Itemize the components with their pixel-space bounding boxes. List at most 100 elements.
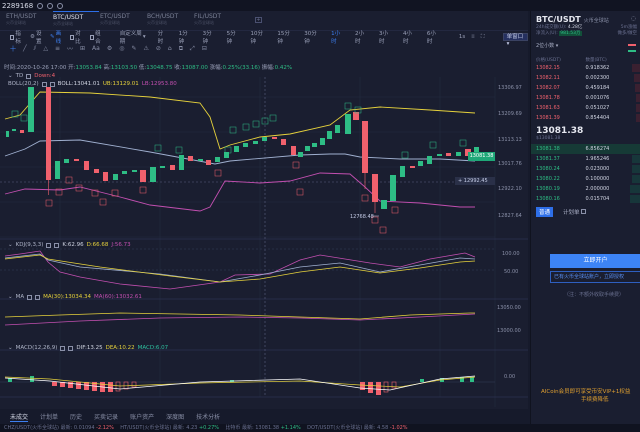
tab-btc-usdt[interactable]: BTC/USDT 火币全球站 — [53, 11, 99, 27]
settings-button[interactable]: ⚙ 设置 — [30, 31, 42, 45]
tab-trade-records[interactable]: 买卖记录 — [94, 414, 119, 421]
ma-close-icon[interactable] — [35, 294, 41, 300]
boll-settings-icon[interactable] — [41, 81, 47, 87]
lock-tool-icon[interactable]: ⌂ — [167, 45, 172, 52]
wave-tool-icon[interactable]: 〰 — [66, 46, 73, 53]
settings-circle-icon[interactable] — [47, 2, 54, 9]
tab-plan-orders[interactable]: 计划单 — [40, 414, 59, 421]
candlestick-chart[interactable]: 12768.48 — [0, 77, 528, 408]
collapse-chevron-icon[interactable]: ⌄ — [8, 345, 13, 351]
collapse-chevron-icon[interactable]: ⌄ — [8, 294, 13, 300]
delete-tool-icon[interactable]: ⊟ — [201, 45, 207, 52]
depth-view-icon[interactable] — [628, 42, 636, 54]
price-axis-label: 13306.97 — [498, 85, 522, 91]
ask-row[interactable]: 13081.39 0.854404 — [531, 113, 640, 123]
ask-row[interactable]: 13081.78 0.001076 — [531, 93, 640, 103]
last-price: 13081.38 $13081.38 — [536, 126, 584, 141]
ma-settings-icon[interactable] — [27, 294, 33, 300]
parallel-tool-icon[interactable]: ⫽ — [33, 44, 37, 52]
bid-row[interactable]: 13080.22 0.100000 — [531, 174, 640, 184]
tab-history[interactable]: 历史 — [70, 414, 83, 421]
collapse-chevron-icon[interactable]: ⌄ — [8, 73, 13, 79]
period-4h[interactable]: 4小时 — [402, 31, 412, 45]
kdj-settings-icon[interactable] — [46, 242, 52, 248]
refresh-circle-icon[interactable] — [57, 2, 64, 9]
bid-row[interactable]: 13080.16 0.015704 — [531, 194, 640, 204]
tab-plan-order[interactable]: 计划单 — [563, 208, 587, 216]
tab-depth-chart[interactable]: 深度图 — [166, 414, 185, 421]
current-price-tag: 13081.38 — [468, 152, 495, 161]
tab-eth-usdt[interactable]: ETH/USDT 火币全球站 — [6, 13, 37, 26]
macd-settings-icon[interactable] — [60, 345, 66, 351]
period-30m[interactable]: 30分钟 — [304, 31, 317, 45]
brush-tool-icon[interactable]: ✎ — [131, 45, 137, 52]
tab-open-orders[interactable]: 未成交 — [10, 413, 29, 422]
chart-toolbar: 指标 ⚙ 设置 ✎ 画线 对比 组合 自定义周期 ▾ 分时 1分钟 3分钟 5分钟 1… — [0, 29, 528, 47]
tab-etc-usdt[interactable]: ETC/USDT 火币全球站 — [100, 13, 130, 26]
fullscreen-icon[interactable]: ⛶ — [480, 33, 485, 40]
top-status-bar: 2289168 — [0, 0, 640, 11]
ask-row[interactable]: 13082.07 0.459184 — [531, 83, 640, 93]
ask-row[interactable]: 13082.11 0.002300 — [531, 73, 640, 83]
minus-circle-icon[interactable] — [37, 2, 44, 9]
boll-close-icon[interactable] — [49, 81, 55, 87]
fib-tool-icon[interactable]: ≡ — [54, 45, 60, 52]
bid-row[interactable]: 13080.24 0.023000 — [531, 164, 640, 174]
order-book-panel: BTC/USDT 火币全球站 ◌ 24h成交额(U): 4.28亿 5m涨幅 净流… — [530, 11, 640, 424]
tab-fil-usdt[interactable]: FIL/USDT 火币全球站 — [194, 13, 222, 26]
rect-tool-icon[interactable]: ⊞ — [80, 45, 86, 52]
period-3m[interactable]: 3分钟 — [202, 31, 212, 45]
tab-account-assets[interactable]: 账户资产 — [130, 414, 155, 421]
hide-tool-icon[interactable]: ⊘ — [155, 45, 161, 52]
macd-close-icon[interactable] — [68, 345, 74, 351]
period-2h[interactable]: 2小时 — [355, 31, 365, 45]
ask-row[interactable]: 13082.15 0.918362 — [531, 63, 640, 73]
kdj-close-icon[interactable] — [54, 242, 60, 248]
text-tool-icon[interactable]: Aa — [92, 45, 100, 52]
tab-technical-analysis[interactable]: 技术分析 — [196, 414, 221, 421]
tab-bch-usdt[interactable]: BCH/USDT 火币全球站 — [147, 13, 179, 26]
period-10m[interactable]: 10分钟 — [250, 31, 264, 45]
chart-area: ETH/USDT 火币全球站 BTC/USDT 火币全球站 ETC/USDT 火币全球… — [0, 11, 528, 417]
copy-tool-icon[interactable]: ⧉ — [178, 44, 184, 52]
expand-tool-icon[interactable]: ⤢ — [190, 44, 195, 52]
period-1h[interactable]: 1小时 — [331, 31, 341, 45]
period-3h[interactable]: 3小时 — [378, 31, 388, 45]
interval-button[interactable]: 1s — [458, 34, 466, 40]
order-book-header: 价格(USDT) 数量(BTC) — [536, 58, 607, 63]
triangle-tool-icon[interactable]: △ — [43, 45, 48, 52]
combine-button[interactable]: 组合 — [89, 29, 104, 45]
open-account-button[interactable]: 立即开户 — [550, 254, 640, 268]
draw-button[interactable]: ✎ 画线 — [50, 31, 62, 45]
compare-icon — [69, 34, 75, 40]
ask-row[interactable]: 13081.63 0.051027 — [531, 103, 640, 113]
window-mode-select[interactable]: 单窗口 ▾ — [502, 33, 528, 47]
compare-button[interactable]: 对比 — [69, 29, 84, 45]
crosshair-tool-icon[interactable]: 十 — [10, 46, 17, 53]
collapse-chevron-icon[interactable]: ⌄ — [8, 242, 13, 248]
add-tab-button[interactable]: + — [255, 17, 262, 23]
vip-promo-link[interactable]: AICoin会员即可享受币安VIP+1权益 手续费降低 — [541, 389, 631, 403]
indicators-button[interactable]: 指标 — [10, 29, 24, 45]
magnet-tool-icon[interactable]: ◎ — [119, 45, 125, 52]
period-6h[interactable]: 6小时 — [426, 31, 436, 45]
bid-row[interactable]: 13080.19 2.000000 — [531, 184, 640, 194]
line-tool-icon[interactable]: ╱ — [23, 45, 27, 52]
settings-tool-icon[interactable]: ⚙ — [106, 45, 113, 52]
custom-period-dropdown[interactable]: 自定义周期 ▾ — [119, 31, 146, 45]
bid-row[interactable]: 13081.37 1.965246 — [531, 154, 640, 164]
kdj-legend: ⌄ KDJ(9,3,3) K:62.96 D:66.68 J:56.73 — [8, 242, 131, 248]
grid-icon[interactable]: ⁞⁞ — [471, 34, 475, 40]
period-15m[interactable]: 15分钟 — [277, 31, 290, 45]
td-settings-icon[interactable] — [26, 73, 32, 79]
period-5m[interactable]: 5分钟 — [226, 31, 236, 45]
period-1m[interactable]: 1分钟 — [178, 31, 188, 45]
tab-normal-order[interactable]: 普通 — [536, 207, 554, 217]
decimals-select[interactable]: 2位小数 ▾ — [531, 42, 640, 52]
period-tick[interactable]: 分时 — [157, 31, 164, 45]
alert-bell-icon[interactable]: ◌ — [630, 15, 636, 22]
ma-legend: ⌄ MA MA(30):13034.34 MA(60):13032.61 — [8, 294, 142, 300]
bid-row[interactable]: 13081.38 6.856274 — [531, 144, 640, 154]
alert-tool-icon[interactable]: ⚠ — [143, 45, 149, 52]
authorize-account-button[interactable]: 已有火币全球站账户，立即授权 — [550, 271, 640, 283]
